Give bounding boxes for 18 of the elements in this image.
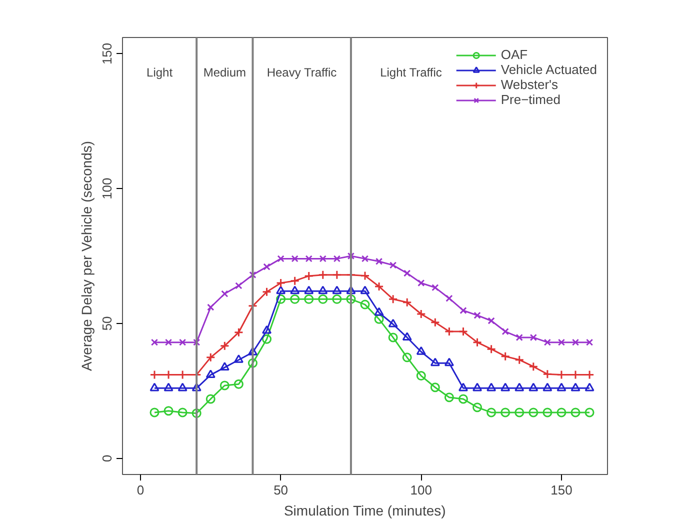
y-tick-label: 100 <box>100 178 114 200</box>
annotation: Light Traffic <box>380 65 442 80</box>
annotation: Light <box>146 65 174 80</box>
x-tick-label: 100 <box>410 482 432 498</box>
y-tick-label: 50 <box>100 316 114 331</box>
annotation: Heavy Traffic <box>266 65 337 80</box>
legend-label: OAF <box>500 47 528 62</box>
x-axis-title: Simulation Time (minutes) <box>284 502 446 518</box>
legend-label: Pre−timed <box>500 92 560 107</box>
x-tick-label: 50 <box>274 482 288 498</box>
y-tick-label: 0 <box>100 454 114 462</box>
legend-label: Webster's <box>500 77 558 92</box>
x-tick-label: 0 <box>136 482 144 498</box>
legend-label: Vehicle Actuated <box>500 62 597 77</box>
y-axis-title: Average Delay per Vehicle (seconds) <box>78 140 94 372</box>
x-tick-label: 150 <box>550 482 572 498</box>
annotation: Medium <box>203 65 246 80</box>
y-tick-label: 150 <box>100 42 114 65</box>
